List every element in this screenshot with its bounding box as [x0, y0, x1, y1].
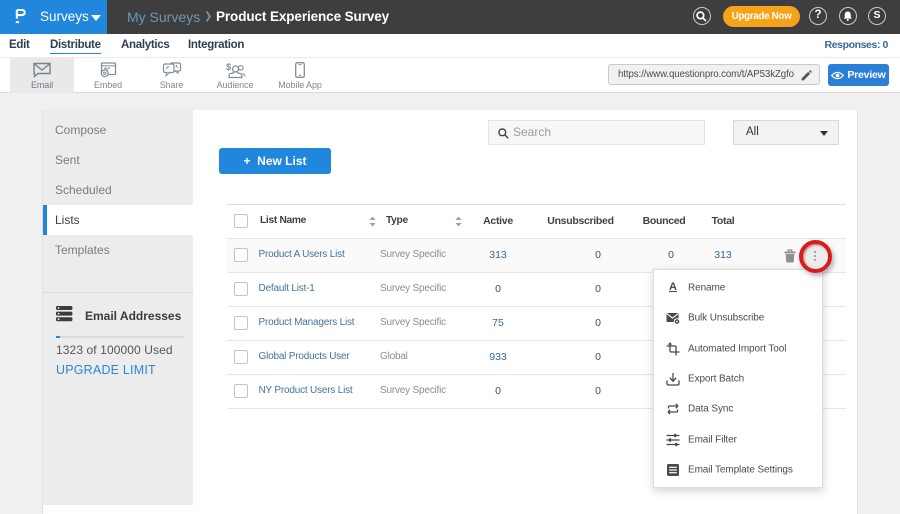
- svg-text:$: $: [226, 62, 232, 73]
